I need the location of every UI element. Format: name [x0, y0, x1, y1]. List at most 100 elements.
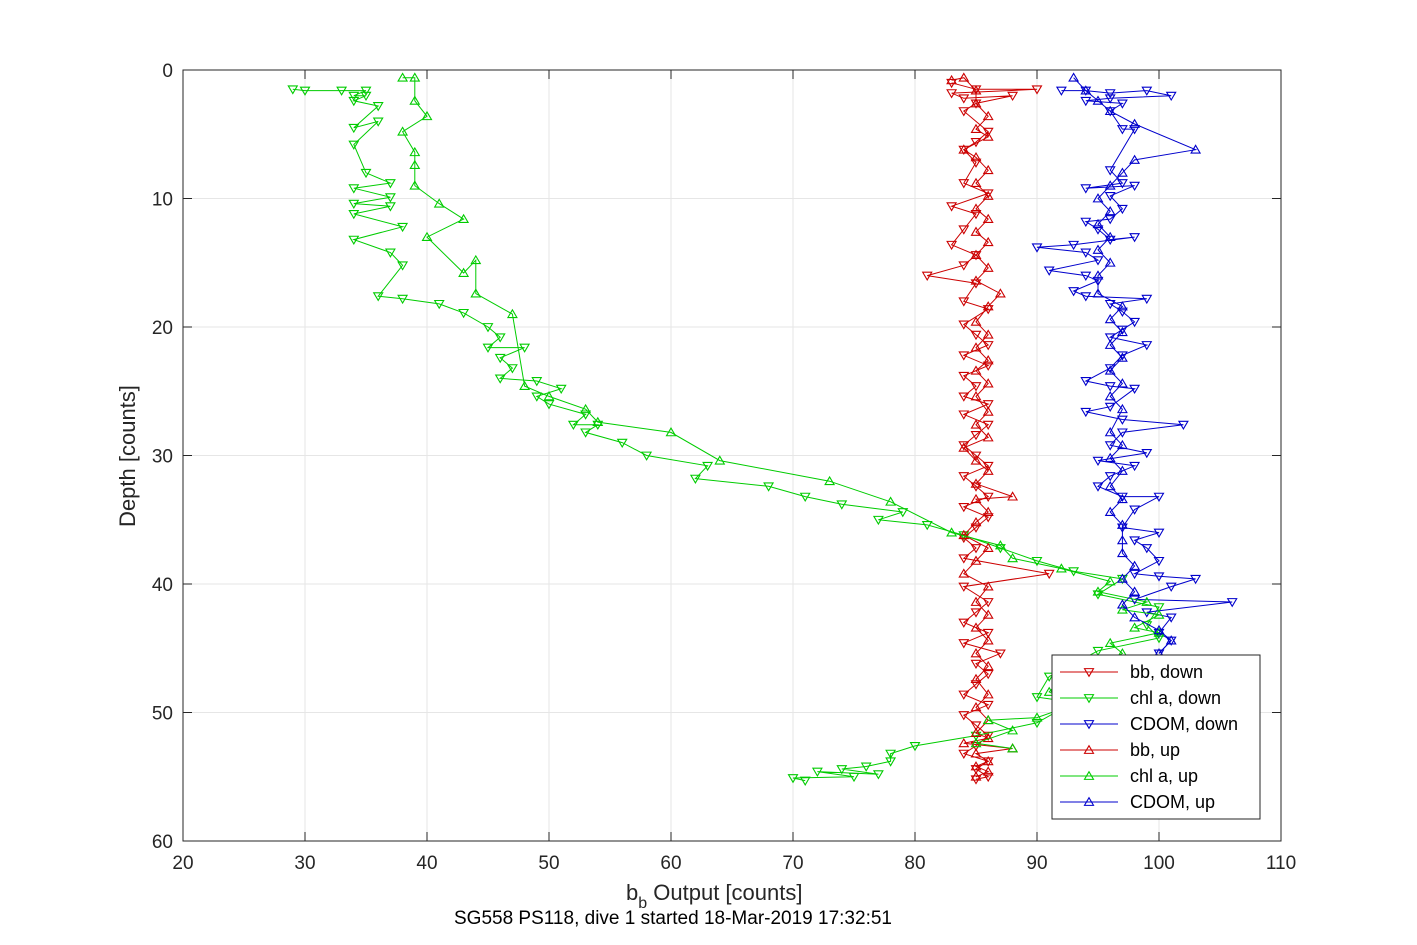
data-point: [836, 765, 848, 775]
data-point: [1116, 125, 1128, 135]
data-point: [1092, 586, 1104, 596]
series-line-cdom-up: [1073, 77, 1198, 654]
data-point: [1116, 352, 1128, 362]
data-point: [1116, 179, 1128, 189]
data-point: [1129, 118, 1141, 128]
data-point: [946, 74, 958, 85]
data-point: [1007, 552, 1019, 563]
data-point: [470, 254, 482, 265]
data-point: [970, 516, 982, 527]
data-point: [958, 737, 970, 748]
data-point: [1116, 307, 1128, 317]
data-point: [714, 455, 726, 465]
data-point: [982, 329, 994, 339]
data-point: [1092, 225, 1104, 235]
data-point: [336, 86, 348, 96]
data-point: [970, 748, 982, 758]
data-point: [397, 126, 409, 136]
data-point: [1104, 105, 1116, 116]
data-point: [1092, 646, 1104, 657]
data-point: [1080, 292, 1092, 302]
data-point: [958, 502, 970, 513]
data-point: [531, 392, 543, 402]
series-line-bb-up: [951, 77, 1013, 778]
legend-box: [1051, 654, 1261, 820]
data-point: [494, 333, 506, 343]
x-tick-label: 110: [1266, 853, 1296, 874]
data-point: [299, 86, 311, 96]
data-point: [970, 478, 982, 488]
data-point: [702, 461, 714, 472]
data-point: [970, 226, 982, 236]
data-point: [458, 213, 470, 223]
data-point: [409, 159, 421, 170]
data-point: [433, 198, 445, 208]
data-point: [970, 158, 982, 168]
data-point: [958, 351, 970, 361]
data-point: [970, 648, 982, 658]
data-point: [1031, 712, 1043, 722]
data-point: [1043, 672, 1055, 682]
x-tick-label: 80: [904, 853, 925, 874]
data-point: [397, 294, 409, 305]
data-point: [982, 731, 994, 741]
data-point: [397, 222, 409, 233]
data-point: [348, 91, 360, 102]
legend-label: bb, up: [1130, 740, 1180, 760]
data-point: [1129, 233, 1141, 243]
data-point: [982, 700, 994, 711]
data-point: [970, 342, 982, 352]
data-point: [1165, 635, 1177, 645]
legend-marker: [1083, 744, 1095, 754]
data-point: [848, 772, 860, 783]
data-point: [982, 581, 994, 591]
data-point: [409, 180, 421, 190]
data-point: [1104, 382, 1116, 392]
data-point: [1080, 407, 1092, 418]
series-bb-up: [946, 72, 1019, 781]
data-point: [958, 107, 970, 117]
data-point: [1116, 415, 1128, 425]
data-point: [1116, 167, 1128, 177]
data-point: [836, 500, 848, 510]
data-point: [1141, 449, 1153, 459]
data-point: [1031, 693, 1043, 703]
data-point: [970, 391, 982, 401]
data-point: [970, 330, 982, 341]
data-point: [1129, 622, 1141, 632]
data-point: [982, 406, 994, 416]
x-tick-label: 100: [1143, 853, 1175, 874]
data-point: [1129, 586, 1141, 596]
data-point: [970, 761, 982, 771]
data-point: [970, 727, 982, 737]
data-point: [982, 420, 994, 431]
x-axis-label: bb Output [counts]: [626, 880, 802, 912]
data-point: [1177, 420, 1189, 431]
data-point: [958, 639, 970, 649]
data-point: [543, 400, 555, 410]
data-point: [1104, 441, 1116, 451]
data-point: [982, 236, 994, 247]
data-point: [580, 428, 592, 438]
data-point: [799, 776, 811, 786]
data-point: [970, 316, 982, 326]
data-point: [982, 660, 994, 671]
data-point: [1104, 339, 1116, 349]
data-point: [1129, 569, 1141, 580]
data-point: [970, 771, 982, 781]
data-point: [982, 465, 994, 475]
data-point: [1129, 181, 1141, 192]
data-point: [555, 384, 567, 395]
data-point: [970, 737, 982, 748]
y-tick-label: 10: [152, 190, 173, 211]
data-point: [958, 618, 970, 628]
data-point: [970, 673, 982, 684]
data-point: [982, 513, 994, 523]
data-point: [970, 455, 982, 465]
data-point: [1129, 536, 1141, 546]
data-point: [994, 288, 1006, 298]
x-tick-label: 20: [172, 853, 193, 874]
data-point: [970, 177, 982, 188]
data-point: [1104, 427, 1116, 437]
data-point: [1104, 506, 1116, 516]
